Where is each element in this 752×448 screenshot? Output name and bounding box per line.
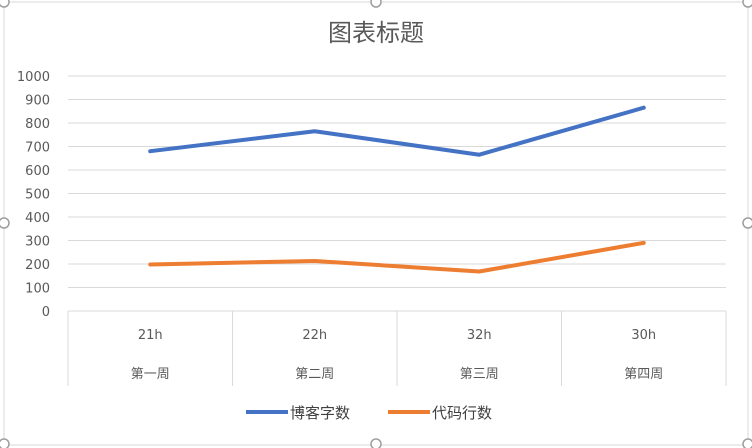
y-tick-label: 500: [25, 188, 50, 203]
y-tick-label: 200: [25, 258, 50, 273]
y-tick-label: 900: [25, 94, 50, 109]
y-tick-label: 600: [25, 164, 50, 179]
resize-handle-bottom-right[interactable]: [742, 438, 752, 448]
chart-title: 图表标题: [328, 19, 424, 47]
resize-handle-top-right[interactable]: [742, 0, 752, 8]
x-tick-label-week: 第一周: [131, 367, 170, 382]
y-tick-label: 400: [25, 211, 50, 226]
legend-label: 博客字数: [290, 404, 350, 422]
legend-entry-1: 博客字数: [246, 404, 350, 422]
y-tick-label: 100: [25, 282, 50, 297]
y-tick-label: 0: [42, 305, 50, 320]
data-point: [313, 129, 317, 133]
data-point: [642, 106, 646, 110]
y-axis-ticks: 0 100 200 300 400 500 600 700 800 900 1000: [17, 70, 50, 320]
x-tick-label-week: 第三周: [460, 367, 499, 382]
resize-handle-middle-left[interactable]: [0, 217, 10, 229]
x-tick-label-week: 第四周: [624, 367, 663, 382]
data-point: [313, 259, 317, 263]
resize-handle-middle-right[interactable]: [742, 217, 752, 229]
y-tick-label: 800: [25, 117, 50, 132]
resize-handle-top-center[interactable]: [370, 0, 382, 8]
x-tick-label-time: 21h: [138, 328, 163, 343]
legend-label: 代码行数: [432, 404, 492, 422]
data-point: [642, 241, 646, 245]
resize-handle-top-left[interactable]: [0, 0, 10, 8]
x-tick-label-time: 32h: [467, 328, 492, 343]
x-tick-label-week: 第二周: [295, 367, 334, 382]
data-point: [477, 270, 481, 274]
series-line-1: [148, 105, 646, 157]
legend: 博客字数 代码行数: [246, 404, 492, 422]
legend-entry-2: 代码行数: [388, 404, 492, 422]
y-tick-label: 1000: [17, 70, 50, 85]
series-line-2: [148, 240, 646, 274]
data-point: [148, 149, 152, 153]
y-tick-label: 300: [25, 235, 50, 250]
resize-handle-bottom-center[interactable]: [370, 438, 382, 448]
x-axis: 21h 第一周 22h 第二周 32h 第三周 30h 第四周: [67, 310, 727, 386]
series-group: [148, 105, 646, 274]
data-point: [477, 153, 481, 157]
resize-handle-bottom-left[interactable]: [0, 438, 10, 448]
x-tick-label-time: 22h: [302, 328, 327, 343]
data-point: [148, 262, 152, 266]
y-tick-label: 700: [25, 141, 50, 156]
x-tick-label-time: 30h: [631, 328, 656, 343]
